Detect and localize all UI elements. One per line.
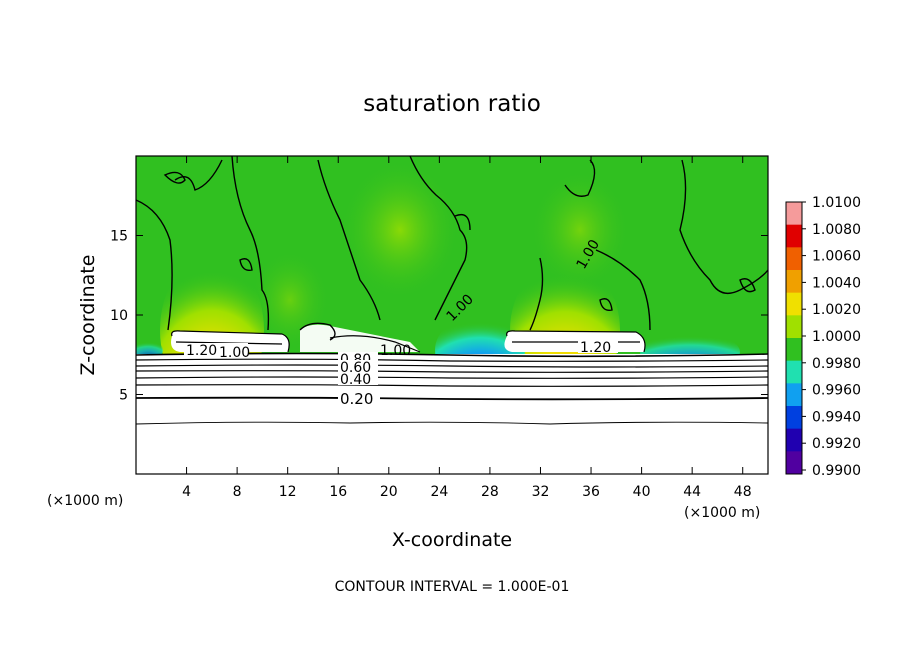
colorbar-label: 1.0040 — [812, 275, 861, 291]
contour-label: 1.20 — [580, 340, 611, 356]
x-tick-label: 8 — [233, 484, 242, 500]
colorbar-swatch — [786, 338, 802, 362]
colorbar-swatch — [786, 315, 802, 339]
x-tick-label: 40 — [633, 484, 651, 500]
x-tick-label: 12 — [279, 484, 297, 500]
contour-interval-note: CONTOUR INTERVAL = 1.000E-01 — [335, 579, 570, 595]
colorbar-swatch — [786, 224, 802, 248]
x-tick-label: 28 — [481, 484, 499, 500]
x-tick-label: 44 — [683, 484, 701, 500]
colorbar-swatch — [786, 451, 802, 475]
heatmap-field: 1.20 1.00 0.80 0.60 0.40 0.20 1.00 1.00 … — [136, 156, 768, 474]
colorbar-label: 1.0060 — [812, 249, 861, 265]
colorbar-label: 0.9900 — [812, 463, 861, 479]
chart-title: saturation ratio — [363, 91, 541, 117]
colorbar-label: 0.9940 — [812, 409, 861, 425]
colorbar-label: 1.0080 — [812, 222, 861, 238]
colorbar-swatch — [786, 202, 802, 226]
x-tick-label: 48 — [734, 484, 752, 500]
colorbar-frame — [785, 201, 803, 475]
y-tick-label: 15 — [110, 229, 128, 245]
colorbar-label: 0.9960 — [812, 383, 861, 399]
contour-label: 0.40 — [340, 372, 371, 388]
y-axis: 5 10 15 — [110, 229, 768, 404]
x-tick-label: 4 — [182, 484, 191, 500]
x-tick-label: 32 — [532, 484, 550, 500]
x-tick-label: 16 — [329, 484, 347, 500]
colorbar-swatch — [786, 292, 802, 316]
y-tick-label: 5 — [119, 388, 128, 404]
x-axis: 4 8 12 16 20 24 28 32 36 40 44 48 — [182, 156, 752, 500]
x-tick-label: 24 — [430, 484, 448, 500]
y-tick-label: 10 — [110, 308, 128, 324]
colorbar-swatch — [786, 428, 802, 452]
contour-label: 1.00 — [219, 345, 250, 361]
contour-label: 1.00 — [380, 343, 411, 359]
colorbar-swatch — [786, 247, 802, 271]
colorbar-swatch — [786, 360, 802, 384]
x-tick-label: 36 — [582, 484, 600, 500]
contour-label: 1.20 — [186, 343, 217, 359]
colorbar-label: 0.9920 — [812, 436, 861, 452]
contour-label: 0.20 — [340, 390, 373, 408]
colorbar-swatch — [786, 383, 802, 407]
y-axis-label: Z-coordinate — [77, 255, 99, 376]
colorbar-label: 1.0100 — [812, 195, 861, 211]
x-unit-left: (×1000 m) — [47, 493, 123, 509]
x-unit-right: (×1000 m) — [684, 505, 760, 521]
x-tick-label: 20 — [380, 484, 398, 500]
x-axis-label: X-coordinate — [392, 529, 512, 551]
colorbar-swatch — [786, 406, 802, 430]
colorbar-swatch — [786, 270, 802, 294]
colorbar: 1.0100 1.0080 1.0060 1.0040 1.0020 1.0000 0.99… — [785, 195, 861, 479]
colorbar-label: 0.9980 — [812, 356, 861, 372]
colorbar-label: 1.0020 — [812, 302, 861, 318]
colorbar-label: 1.0000 — [812, 329, 861, 345]
